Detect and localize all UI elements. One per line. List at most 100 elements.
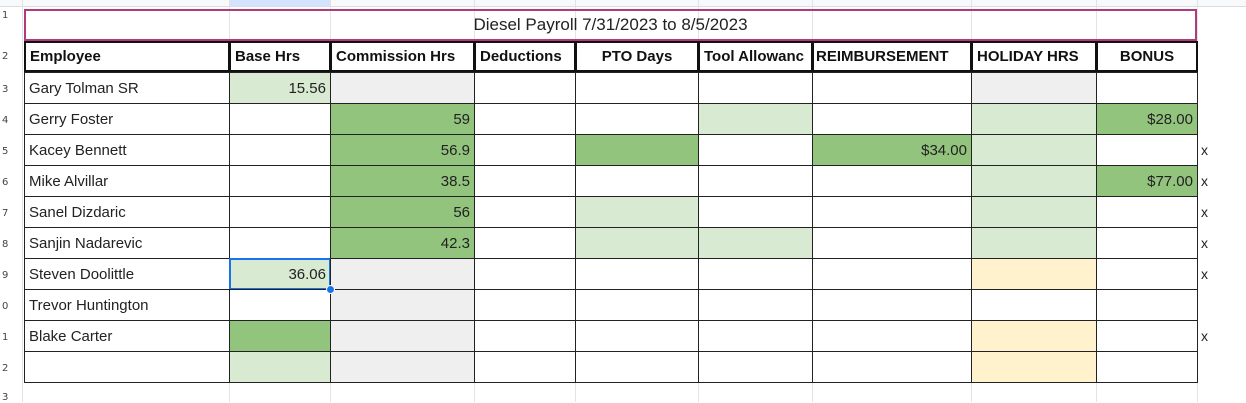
cell-base-hrs[interactable]: [229, 227, 331, 259]
cell-reimbursement[interactable]: [812, 258, 972, 290]
selection-fill-handle[interactable]: [326, 285, 335, 294]
cell-holiday-hrs[interactable]: [971, 165, 1097, 197]
cell-reimbursement[interactable]: [812, 196, 972, 228]
cell-deductions[interactable]: [474, 196, 576, 228]
header-holiday-hrs[interactable]: HOLIDAY HRS: [971, 41, 1097, 72]
header-reimbursement[interactable]: REIMBURSEMENT: [812, 41, 972, 72]
cell-tool-allowance[interactable]: [698, 227, 813, 259]
cell-commission-hrs[interactable]: 56.9: [330, 134, 475, 166]
header-deductions[interactable]: Deductions: [474, 41, 576, 72]
cell-deductions[interactable]: [474, 134, 576, 166]
cell-employee[interactable]: Mike Alvillar: [24, 165, 230, 197]
cell-employee[interactable]: Kacey Bennett: [24, 134, 230, 166]
cell-commission-hrs[interactable]: [330, 289, 475, 321]
selected-column-header[interactable]: [229, 0, 330, 6]
cell-tool-allowance[interactable]: [698, 351, 813, 383]
cell-pto-days[interactable]: [575, 72, 699, 104]
cell-pto-days[interactable]: [575, 320, 699, 352]
cell-bonus[interactable]: [1096, 72, 1198, 104]
cell-bonus[interactable]: [1096, 134, 1198, 166]
cell-base-hrs[interactable]: [229, 134, 331, 166]
cell-pto-days[interactable]: [575, 196, 699, 228]
cell-holiday-hrs[interactable]: [971, 227, 1097, 259]
header-employee[interactable]: Employee: [24, 41, 230, 72]
cell-base-hrs[interactable]: [229, 196, 331, 228]
header-pto-days[interactable]: PTO Days: [575, 41, 699, 72]
row-number[interactable]: 4: [2, 115, 9, 126]
cell-pto-days[interactable]: [575, 165, 699, 197]
row-number[interactable]: 0: [2, 301, 9, 312]
cell-commission-hrs[interactable]: 59: [330, 103, 475, 135]
cell-holiday-hrs[interactable]: [971, 134, 1097, 166]
cell-employee[interactable]: [24, 351, 230, 383]
cell-deductions[interactable]: [474, 165, 576, 197]
cell-pto-days[interactable]: [575, 289, 699, 321]
cell-base-hrs[interactable]: [229, 351, 331, 383]
row-number[interactable]: 1: [2, 332, 9, 343]
header-base-hrs[interactable]: Base Hrs: [229, 41, 331, 72]
cell-deductions[interactable]: [474, 227, 576, 259]
row-number[interactable]: 9: [2, 270, 9, 281]
cell-commission-hrs[interactable]: 42.3: [330, 227, 475, 259]
cell-deductions[interactable]: [474, 351, 576, 383]
cell-reimbursement[interactable]: [812, 165, 972, 197]
row-number[interactable]: 3: [2, 392, 9, 403]
cell-holiday-hrs[interactable]: [971, 196, 1097, 228]
cell-pto-days[interactable]: [575, 103, 699, 135]
row-mark[interactable]: x: [1201, 328, 1208, 344]
row-mark[interactable]: x: [1201, 204, 1208, 220]
cell-bonus[interactable]: $77.00: [1096, 165, 1198, 197]
row-mark[interactable]: x: [1201, 142, 1208, 158]
cell-employee[interactable]: Sanjin Nadarevic: [24, 227, 230, 259]
cell-base-hrs[interactable]: 15.56: [229, 72, 331, 104]
cell-reimbursement[interactable]: [812, 227, 972, 259]
cell-tool-allowance[interactable]: [698, 165, 813, 197]
cell-pto-days[interactable]: [575, 258, 699, 290]
cell-holiday-hrs[interactable]: [971, 258, 1097, 290]
cell-employee[interactable]: Gary Tolman SR: [24, 72, 230, 104]
cell-bonus[interactable]: [1096, 258, 1198, 290]
sheet-title[interactable]: Diesel Payroll 7/31/2023 to 8/5/2023: [24, 9, 1197, 41]
cell-tool-allowance[interactable]: [698, 196, 813, 228]
cell-reimbursement[interactable]: [812, 103, 972, 135]
row-number[interactable]: 3: [2, 84, 9, 95]
row-mark[interactable]: x: [1201, 173, 1208, 189]
cell-bonus[interactable]: [1096, 320, 1198, 352]
cell-tool-allowance[interactable]: [698, 103, 813, 135]
cell-employee[interactable]: Steven Doolittle: [24, 258, 230, 290]
cell-employee[interactable]: Trevor Huntington: [24, 289, 230, 321]
cell-employee[interactable]: Sanel Dizdaric: [24, 196, 230, 228]
cell-commission-hrs[interactable]: [330, 72, 475, 104]
row-mark[interactable]: x: [1201, 235, 1208, 251]
cell-tool-allowance[interactable]: [698, 134, 813, 166]
row-number[interactable]: 2: [2, 363, 9, 374]
cell-base-hrs[interactable]: [229, 289, 331, 321]
cell-holiday-hrs[interactable]: [971, 320, 1097, 352]
column-header-strip[interactable]: [0, 0, 1246, 7]
cell-commission-hrs[interactable]: 56: [330, 196, 475, 228]
row-number[interactable]: 2: [2, 51, 9, 62]
cell-holiday-hrs[interactable]: [971, 351, 1097, 383]
header-bonus[interactable]: BONUS: [1096, 41, 1198, 72]
cell-bonus[interactable]: [1096, 196, 1198, 228]
cell-base-hrs[interactable]: 36.06: [229, 258, 331, 290]
cell-pto-days[interactable]: [575, 134, 699, 166]
header-commission-hrs[interactable]: Commission Hrs: [330, 41, 475, 72]
cell-tool-allowance[interactable]: [698, 258, 813, 290]
cell-bonus[interactable]: [1096, 289, 1198, 321]
cell-reimbursement[interactable]: [812, 320, 972, 352]
row-number[interactable]: 5: [2, 146, 9, 157]
cell-commission-hrs[interactable]: [330, 351, 475, 383]
cell-holiday-hrs[interactable]: [971, 103, 1097, 135]
cell-holiday-hrs[interactable]: [971, 72, 1097, 104]
cell-employee[interactable]: Blake Carter: [24, 320, 230, 352]
cell-bonus[interactable]: [1096, 351, 1198, 383]
cell-bonus[interactable]: [1096, 227, 1198, 259]
cell-deductions[interactable]: [474, 320, 576, 352]
cell-tool-allowance[interactable]: [698, 289, 813, 321]
cell-bonus[interactable]: $28.00: [1096, 103, 1198, 135]
cell-deductions[interactable]: [474, 289, 576, 321]
row-number[interactable]: 1: [2, 10, 9, 21]
row-number[interactable]: 8: [2, 239, 9, 250]
